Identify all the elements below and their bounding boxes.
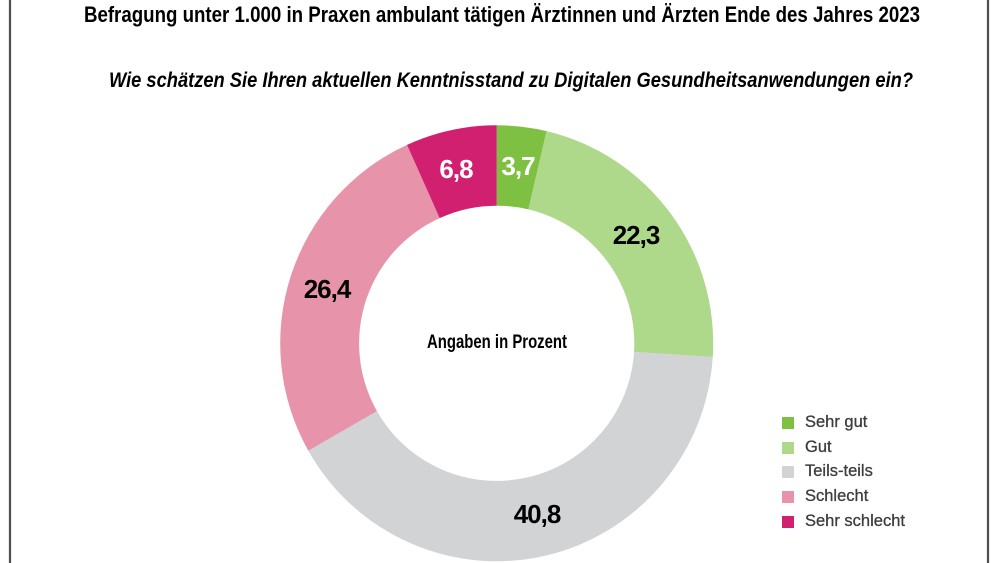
svg-text:26,4: 26,4 xyxy=(304,274,352,304)
svg-text:40,8: 40,8 xyxy=(514,499,561,529)
svg-text:6,8: 6,8 xyxy=(439,154,473,184)
svg-text:3,7: 3,7 xyxy=(501,151,535,181)
svg-text:22,3: 22,3 xyxy=(613,220,660,250)
